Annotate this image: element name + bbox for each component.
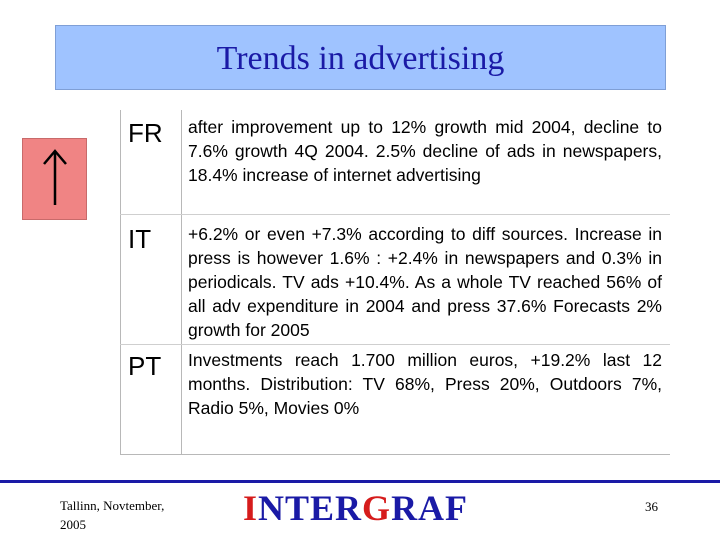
up-arrow-icon [43, 149, 67, 205]
intergraf-logo: INTERGRAF [243, 488, 469, 528]
title-box: Trends in advertising [55, 25, 666, 90]
country-label-fr: FR [128, 118, 163, 148]
row-text-pt: Investments reach 1.700 million euros, +… [188, 350, 662, 418]
trend-indicator [22, 138, 87, 220]
country-label-pt: PT [128, 351, 162, 381]
footer-location-date: Tallinn, Novtember, 2005 [60, 498, 165, 532]
slide-title: Trends in advertising [216, 39, 505, 77]
row-text-fr: after improvement up to 12% growth mid 2… [188, 117, 662, 185]
row-divider [120, 344, 670, 345]
column-divider [181, 110, 182, 455]
footer-divider [0, 480, 720, 483]
country-label-it: IT [128, 224, 152, 254]
country-table [120, 110, 670, 455]
page-number: 36 [645, 499, 658, 514]
row-divider [120, 214, 670, 215]
row-text-it: +6.2% or even +7.3% according to diff so… [188, 224, 662, 340]
